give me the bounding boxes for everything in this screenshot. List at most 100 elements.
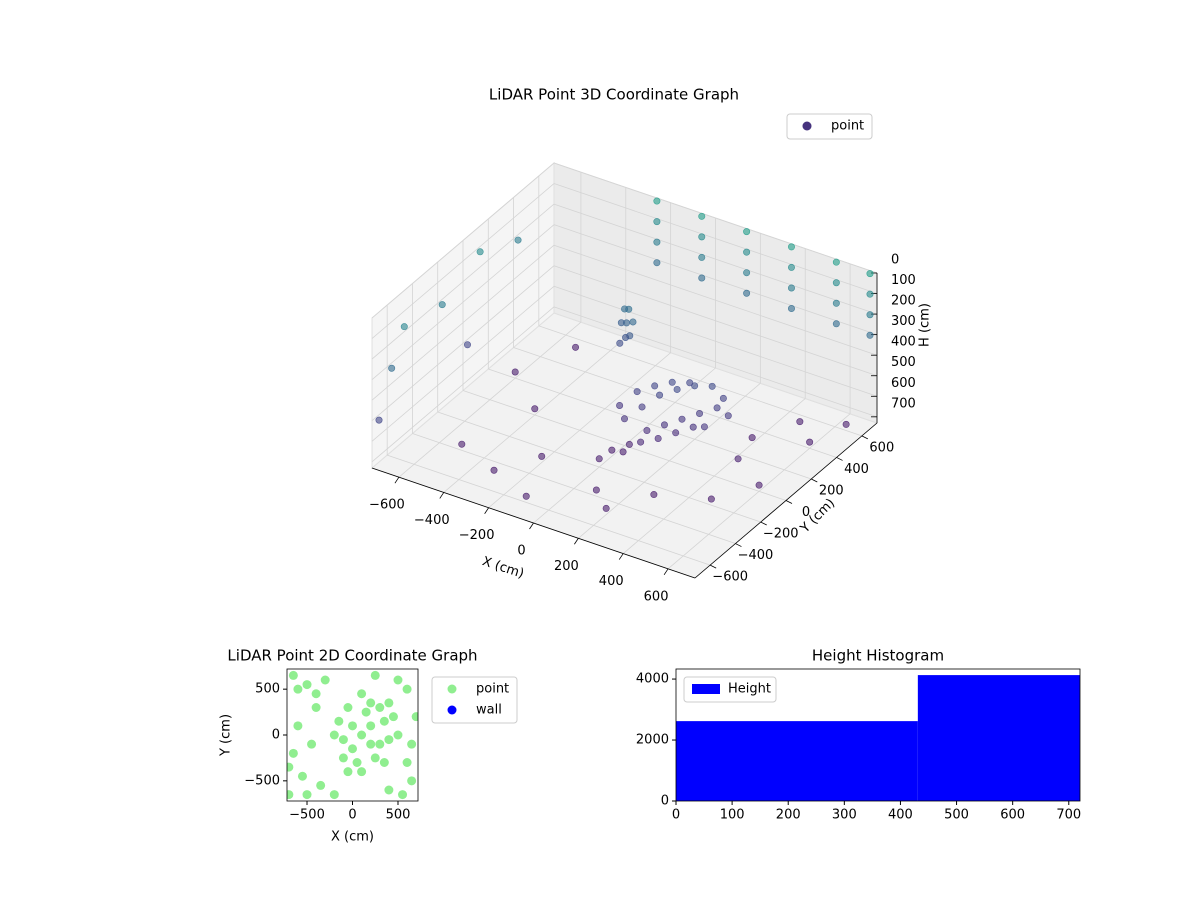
legend-label: point bbox=[831, 119, 864, 134]
point bbox=[407, 739, 417, 749]
grid-line bbox=[371, 183, 555, 339]
chart-title: LiDAR Point 3D Coordinate Graph bbox=[489, 86, 739, 104]
point bbox=[514, 236, 522, 244]
grid-line bbox=[553, 265, 878, 377]
point bbox=[602, 504, 610, 512]
x-tick-label: −600 bbox=[369, 498, 405, 513]
point bbox=[343, 767, 353, 777]
point bbox=[334, 716, 344, 726]
y-tick bbox=[811, 478, 818, 483]
grid-line bbox=[553, 244, 878, 356]
z-tick-label: 200 bbox=[891, 294, 916, 309]
x-tick-label: −200 bbox=[459, 528, 495, 543]
y-tick bbox=[760, 521, 767, 526]
point bbox=[620, 415, 628, 423]
point bbox=[438, 301, 446, 309]
point bbox=[625, 440, 633, 448]
y-tick-label: 400 bbox=[844, 462, 869, 477]
x-tick bbox=[394, 476, 400, 484]
point bbox=[329, 730, 339, 740]
point bbox=[288, 670, 298, 680]
point bbox=[787, 284, 795, 292]
point bbox=[698, 253, 706, 261]
x-tick-label: 600 bbox=[1000, 808, 1025, 823]
point bbox=[621, 305, 629, 313]
point bbox=[302, 680, 312, 690]
x-axis-line bbox=[371, 467, 696, 579]
x-tick-label: 300 bbox=[832, 808, 857, 823]
grid-line bbox=[553, 162, 878, 274]
point bbox=[743, 289, 751, 297]
chart-title: Height Histogram bbox=[812, 647, 944, 665]
point bbox=[366, 721, 376, 731]
point bbox=[357, 767, 367, 777]
point bbox=[617, 319, 625, 327]
z-tick-label: 500 bbox=[891, 355, 916, 370]
y-tick-label: −600 bbox=[712, 570, 748, 585]
point bbox=[619, 448, 627, 456]
point bbox=[806, 438, 814, 446]
grid-line bbox=[553, 183, 878, 294]
legend-label: wall bbox=[476, 703, 502, 718]
x-tick bbox=[663, 568, 669, 576]
point bbox=[653, 218, 661, 226]
point bbox=[653, 238, 661, 246]
grid-line bbox=[371, 244, 555, 401]
point bbox=[651, 382, 659, 390]
point bbox=[832, 320, 840, 328]
x-tick-label: 0 bbox=[517, 544, 525, 559]
x-tick-label: −500 bbox=[289, 808, 325, 823]
point bbox=[476, 248, 484, 256]
z-axis-label: H (cm) bbox=[918, 303, 933, 347]
point bbox=[713, 404, 721, 412]
x-tick bbox=[439, 492, 445, 499]
point bbox=[375, 416, 383, 424]
point bbox=[595, 455, 603, 463]
grid-line bbox=[371, 306, 555, 463]
point bbox=[592, 486, 600, 494]
point bbox=[787, 263, 795, 271]
point bbox=[696, 410, 704, 418]
y-tick bbox=[709, 564, 717, 569]
legend-label: Height bbox=[728, 682, 771, 697]
z-tick-label: 0 bbox=[891, 253, 899, 268]
point bbox=[379, 758, 389, 767]
point bbox=[366, 739, 376, 749]
grid-line bbox=[553, 306, 878, 418]
x-tick-label: 100 bbox=[720, 808, 745, 823]
point bbox=[297, 771, 307, 781]
point bbox=[787, 243, 795, 251]
point bbox=[633, 388, 641, 396]
point bbox=[638, 403, 646, 411]
point bbox=[402, 758, 412, 767]
point bbox=[370, 753, 380, 763]
y-tick-label: −500 bbox=[244, 773, 280, 788]
grid-line bbox=[371, 285, 555, 442]
point bbox=[348, 721, 357, 731]
point bbox=[724, 412, 732, 420]
grid-line bbox=[371, 265, 555, 422]
x-tick-label: 200 bbox=[554, 559, 579, 574]
y-tick bbox=[785, 500, 793, 504]
point bbox=[407, 776, 417, 786]
point bbox=[698, 212, 706, 220]
point bbox=[629, 318, 637, 326]
point bbox=[287, 762, 294, 772]
point bbox=[678, 415, 686, 423]
point bbox=[832, 299, 840, 307]
grid-line bbox=[387, 454, 711, 566]
point bbox=[384, 735, 394, 745]
y-tick-label: 500 bbox=[255, 682, 280, 697]
x-tick-label: 0 bbox=[348, 808, 356, 823]
point bbox=[656, 391, 664, 399]
point bbox=[338, 735, 348, 745]
x-tick bbox=[574, 538, 579, 545]
point bbox=[637, 438, 645, 446]
point bbox=[370, 670, 380, 680]
z-tick-label: 100 bbox=[891, 273, 916, 288]
bar bbox=[676, 721, 918, 801]
point bbox=[490, 466, 498, 474]
x-tick-label: 500 bbox=[386, 808, 411, 823]
y-axis-line bbox=[694, 422, 878, 579]
